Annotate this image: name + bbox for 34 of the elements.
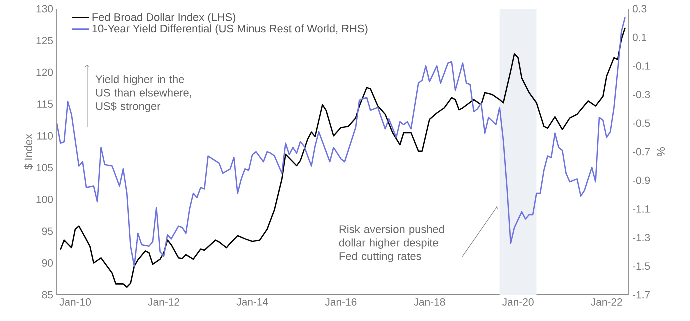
- x-tick-label: Jan-12: [148, 298, 180, 306]
- x-tick-label: Jan-14: [236, 298, 268, 306]
- y2-tick-label: -1.1: [632, 206, 650, 213]
- x-tick-label: Jan-10: [60, 298, 92, 306]
- y-tick-label: 85: [42, 291, 54, 299]
- y2-tick-label: -0.3: [632, 91, 650, 99]
- x-tick-label: Jan-18: [414, 298, 446, 306]
- y2-tick-label: -0.9: [632, 176, 650, 184]
- y-tick-label: 105: [36, 164, 54, 172]
- y2-axis-title: %: [657, 148, 666, 156]
- y2-tick-label: -1.3: [632, 234, 650, 242]
- y2-tick-label: -1.5: [632, 262, 650, 270]
- y2-tick-label: -1.7: [632, 291, 650, 299]
- y-tick-label: 110: [38, 132, 54, 140]
- x-tick-label: Jan-22: [591, 298, 622, 306]
- y-tick-label: 120: [36, 68, 54, 76]
- legend-label: Fed Broad Dollar Index (LHS): [92, 13, 236, 24]
- y-tick-label: 125: [36, 37, 54, 44]
- y-tick-label: 115: [38, 100, 54, 108]
- annotation: Risk aversion pushed dollar higher despite Fed cutting rates: [339, 225, 444, 262]
- y2-tick-label: -0.7: [632, 148, 650, 156]
- legend-label: 10-Year Yield Differential (US Minus Rest of World, RHS): [92, 24, 368, 35]
- y2-tick-label: -0.5: [632, 120, 650, 128]
- y2-tick-label: 0.3: [632, 5, 647, 13]
- y-tick-label: 90: [42, 260, 54, 267]
- y-tick-label: 100: [36, 196, 54, 204]
- annotation: Yield higher in the US than elsewhere, US$ stronger: [96, 75, 192, 112]
- y-tick-label: 95: [42, 228, 54, 236]
- y-axis-title: $ Index: [24, 134, 34, 170]
- x-tick-label: Jan-16: [325, 298, 357, 306]
- x-tick-label: Jan-20: [502, 298, 534, 306]
- y2-tick-label: -0.1: [632, 62, 650, 70]
- y2-tick-label: 0.1: [632, 34, 647, 42]
- y-tick-label: 130: [36, 5, 54, 13]
